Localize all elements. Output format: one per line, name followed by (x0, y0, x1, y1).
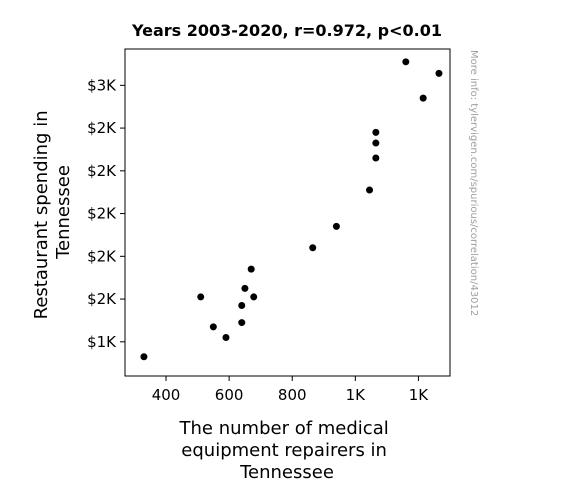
data-point (435, 69, 443, 77)
data-point (372, 139, 380, 147)
x-axis-label-line-2: equipment repairers in (181, 440, 387, 461)
data-point (222, 334, 230, 342)
x-axis-label-line-1: The number of medical (179, 418, 389, 439)
x-axis-label-line-3: Tennessee (239, 462, 334, 483)
y-tick-label: $2K (87, 247, 117, 265)
data-point (250, 293, 258, 301)
data-point (140, 353, 148, 361)
y-axis-label-line-2: Tennessee (53, 165, 74, 260)
x-tick-label: 1K (409, 386, 430, 404)
x-axis-label: The number of medical equipment repairer… (179, 418, 395, 483)
data-point (372, 154, 380, 162)
data-point (366, 186, 374, 194)
data-point (419, 94, 427, 102)
data-point (372, 128, 380, 136)
x-tick-label: 1K (346, 386, 367, 404)
data-point (332, 222, 340, 230)
x-tick-label: 400 (152, 386, 181, 404)
data-points (140, 58, 443, 361)
data-point (241, 284, 249, 292)
x-axis-ticks: 400 600 800 1K 1K (152, 376, 430, 404)
y-axis-label: Restaurant spending in Tennessee (31, 105, 74, 320)
data-point (247, 265, 255, 273)
chart-title: Years 2003-2020, r=0.972, p<0.01 (131, 21, 442, 40)
y-tick-label: $2K (87, 162, 117, 180)
data-point (197, 293, 205, 301)
y-tick-label: $2K (87, 290, 117, 308)
y-axis-label-line-1: Restaurant spending in (31, 110, 52, 319)
plot-area-frame (124, 48, 451, 377)
data-point (238, 319, 246, 327)
y-tick-label: $2K (87, 119, 117, 137)
data-point (238, 301, 246, 309)
data-point (402, 58, 410, 66)
source-note: More info: tylervigen.com/spurious/corre… (468, 50, 479, 316)
data-point (209, 323, 217, 331)
data-point (309, 244, 317, 252)
x-tick-label: 800 (278, 386, 307, 404)
y-axis-ticks: $1K $2K $2K $2K $2K $2K $3K (87, 76, 125, 351)
x-tick-label: 600 (215, 386, 244, 404)
y-tick-label: $2K (87, 205, 117, 223)
y-tick-label: $3K (87, 76, 117, 94)
y-tick-label: $1K (87, 333, 117, 351)
